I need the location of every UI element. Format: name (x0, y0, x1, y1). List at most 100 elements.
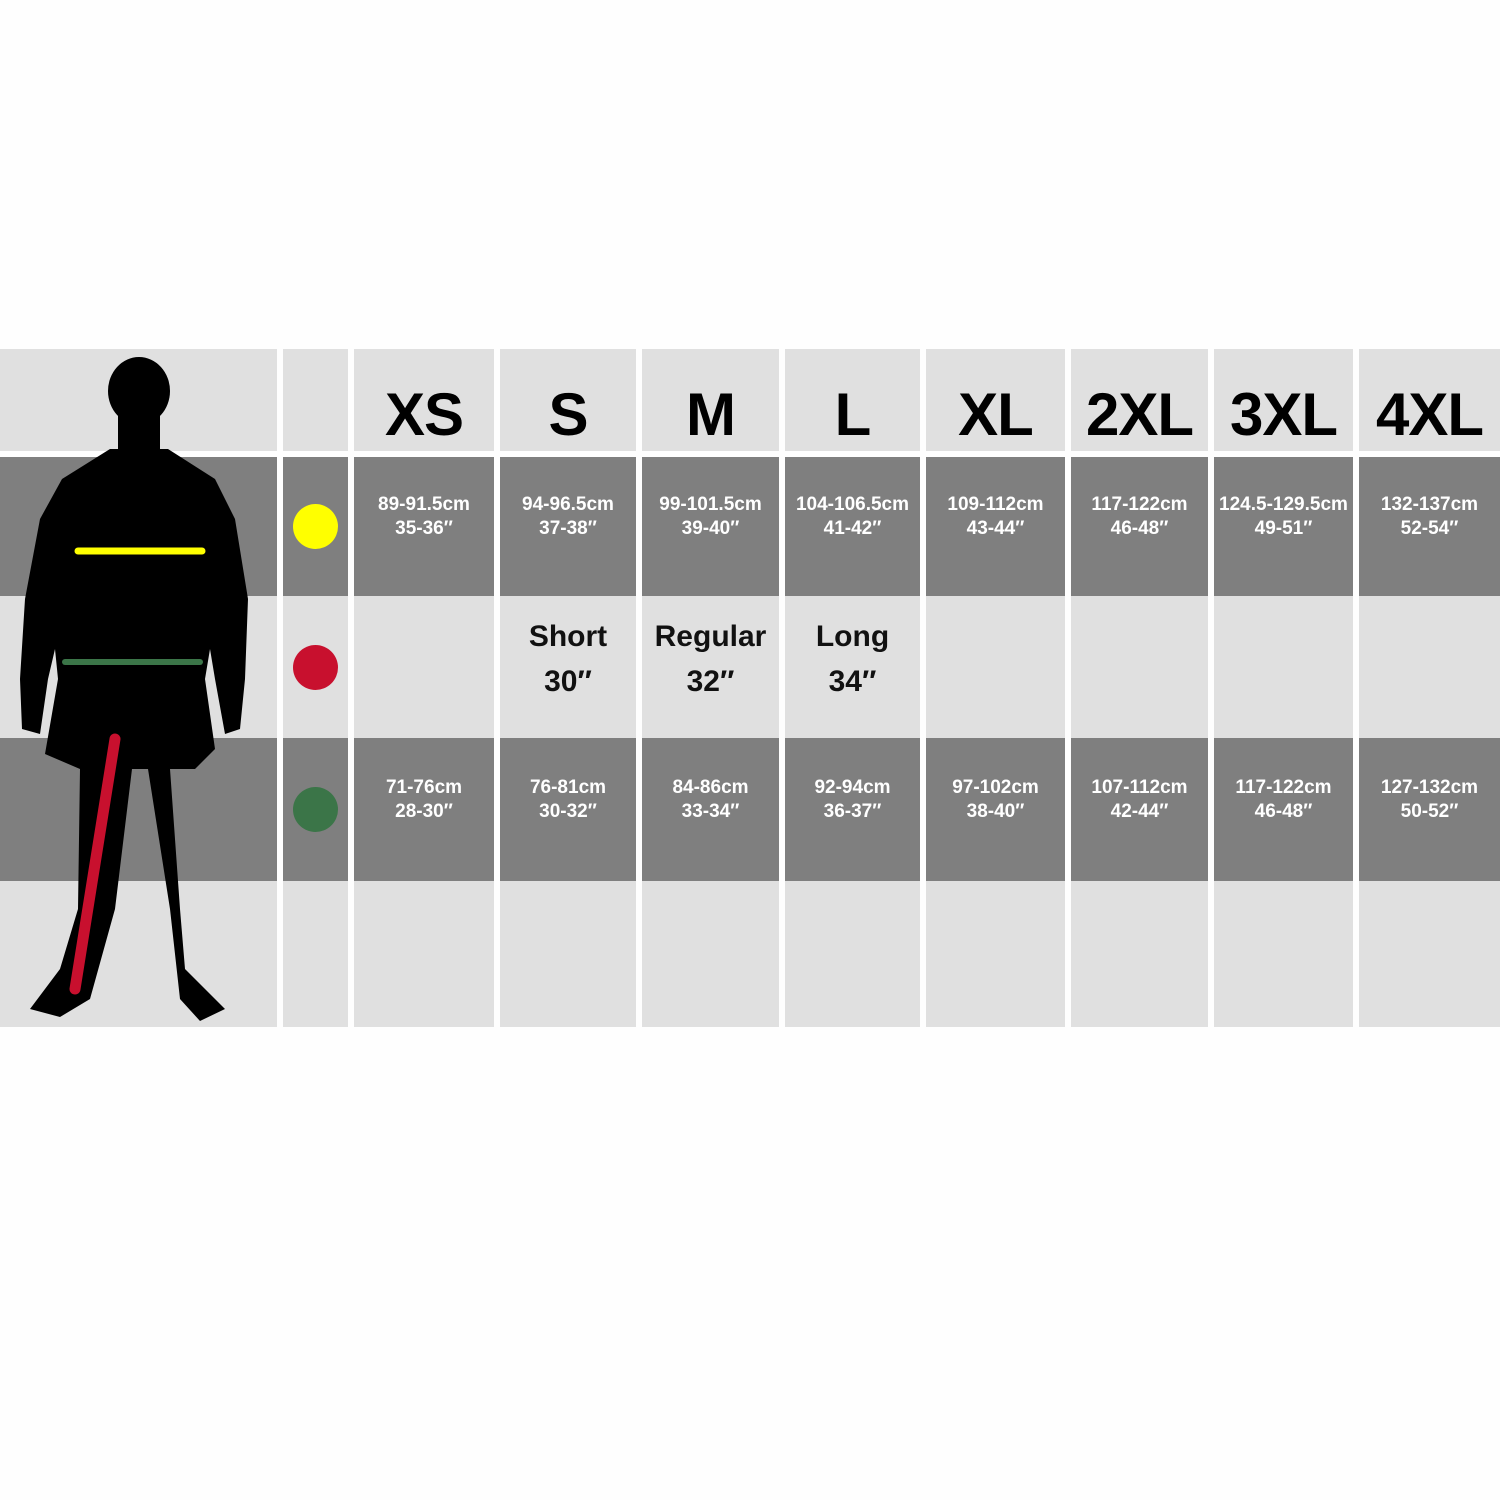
measurement-cell (1071, 596, 1208, 738)
empty-cell (500, 881, 636, 1027)
measurement-secondary: 38-40″ (966, 800, 1025, 822)
row-divider (283, 451, 348, 457)
measurement-secondary: 33-34″ (681, 800, 740, 822)
size-label: M (686, 380, 736, 448)
measurement-primary: 127-132cm (1380, 776, 1479, 798)
measurement-secondary: 28-30″ (395, 800, 453, 822)
size-label: S (548, 380, 588, 448)
measurement-primary: 132-137cm (1380, 493, 1479, 515)
marker-cell (283, 881, 348, 1027)
row-divider (785, 451, 920, 457)
measurement-cell: 76-81cm 30-32″ (500, 738, 636, 881)
empty-cell (642, 881, 779, 1027)
empty-cell (1071, 881, 1208, 1027)
measurement-secondary: 49-51″ (1254, 517, 1313, 539)
size-label: XL (958, 380, 1034, 448)
measurement-secondary: 36-37″ (823, 800, 882, 822)
measurement-primary: 124.5-129.5cm (1219, 493, 1348, 515)
measurement-cell: 99-101.5cm 39-40″ (642, 457, 779, 596)
measurement-cell (354, 596, 494, 738)
measurement-secondary: 34″ (828, 665, 877, 698)
measurement-cell: 124.5-129.5cm 49-51″ (1214, 457, 1353, 596)
measurement-cell: Regular 32″ (642, 596, 779, 738)
marker-cell (283, 738, 348, 881)
size-label: L (834, 380, 872, 448)
row-divider (354, 451, 494, 457)
measurement-secondary: 42-44″ (1110, 800, 1169, 822)
figure-cell (0, 738, 277, 881)
measurement-primary: 99-101.5cm (659, 493, 762, 515)
green-dot-icon (293, 787, 338, 832)
measurement-primary: 109-112cm (947, 493, 1044, 515)
measurement-cell: 71-76cm 28-30″ (354, 738, 494, 881)
measurement-primary: 76-81cm (529, 776, 607, 798)
measurement-primary: Short (528, 620, 608, 653)
measurement-secondary: 30-32″ (539, 800, 597, 822)
measurement-secondary: 52-54″ (1400, 517, 1459, 539)
empty-cell (1359, 881, 1500, 1027)
measurement-cell (926, 596, 1065, 738)
size-header-s: S (500, 349, 636, 451)
measurement-cell: 117-122cm 46-48″ (1071, 457, 1208, 596)
measurement-primary: 107-112cm (1091, 776, 1188, 798)
size-label: XS (384, 380, 464, 448)
measurement-cell: 127-132cm 50-52″ (1359, 738, 1500, 881)
measurement-primary: 97-102cm (952, 776, 1039, 798)
row-divider (1071, 451, 1208, 457)
size-header-2xl: 2XL (1071, 349, 1208, 451)
measurement-primary: 117-122cm (1235, 776, 1332, 798)
row-divider (642, 451, 779, 457)
yellow-dot-icon (293, 504, 338, 549)
size-header-3xl: 3XL (1214, 349, 1353, 451)
measurement-secondary: 46-48″ (1110, 517, 1169, 539)
red-dot-icon (293, 644, 338, 690)
measurement-secondary: 41-42″ (823, 517, 882, 539)
figure-header-cell (0, 349, 277, 451)
measurement-primary: 104-106.5cm (795, 493, 910, 515)
measurement-primary: 117-122cm (1091, 493, 1188, 515)
size-header-4xl: 4XL (1359, 349, 1500, 451)
measurement-primary: 71-76cm (385, 776, 463, 798)
measurement-cell: 97-102cm 38-40″ (926, 738, 1065, 881)
empty-cell (1214, 881, 1353, 1027)
figure-cell (0, 596, 277, 738)
measurement-secondary: 30″ (544, 665, 592, 698)
row-divider (500, 451, 636, 457)
row-divider (1214, 451, 1353, 457)
measurement-secondary: 35-36″ (395, 517, 453, 539)
measurement-secondary: 50-52″ (1400, 800, 1459, 822)
row-divider (1359, 451, 1500, 457)
size-header-xs: XS (354, 349, 494, 451)
size-chart-table: XS S M L XL 2XL 3XL 4XL 89-91.5cm 35-36″ 94-96.5cm… (0, 349, 1500, 1027)
measurement-primary: 89-91.5cm (378, 493, 470, 515)
marker-header-cell (283, 349, 348, 451)
measurement-primary: 94-96.5cm (522, 493, 614, 515)
measurement-cell: 84-86cm 33-34″ (642, 738, 779, 881)
size-header-l: L (785, 349, 920, 451)
measurement-cell: 92-94cm 36-37″ (785, 738, 920, 881)
measurement-cell: 89-91.5cm 35-36″ (354, 457, 494, 596)
measurement-cell: 94-96.5cm 37-38″ (500, 457, 636, 596)
size-label: 2XL (1085, 380, 1194, 448)
row-divider (926, 451, 1065, 457)
measurement-cell: 104-106.5cm 41-42″ (785, 457, 920, 596)
size-label: 4XL (1375, 380, 1484, 448)
measurement-primary: Regular (654, 620, 767, 653)
measurement-cell (1359, 596, 1500, 738)
figure-cell (0, 881, 277, 1027)
measurement-primary: Long (815, 620, 890, 653)
measurement-cell: 109-112cm 43-44″ (926, 457, 1065, 596)
empty-cell (354, 881, 494, 1027)
marker-cell (283, 596, 348, 738)
measurement-primary: 84-86cm (672, 776, 749, 798)
size-header-m: M (642, 349, 779, 451)
empty-cell (785, 881, 920, 1027)
measurement-secondary: 46-48″ (1254, 800, 1313, 822)
measurement-secondary: 37-38″ (539, 517, 597, 539)
measurement-secondary: 43-44″ (966, 517, 1025, 539)
measurement-cell: Long 34″ (785, 596, 920, 738)
measurement-cell (1214, 596, 1353, 738)
empty-cell (926, 881, 1065, 1027)
figure-cell (0, 457, 277, 596)
measurement-cell: 107-112cm 42-44″ (1071, 738, 1208, 881)
